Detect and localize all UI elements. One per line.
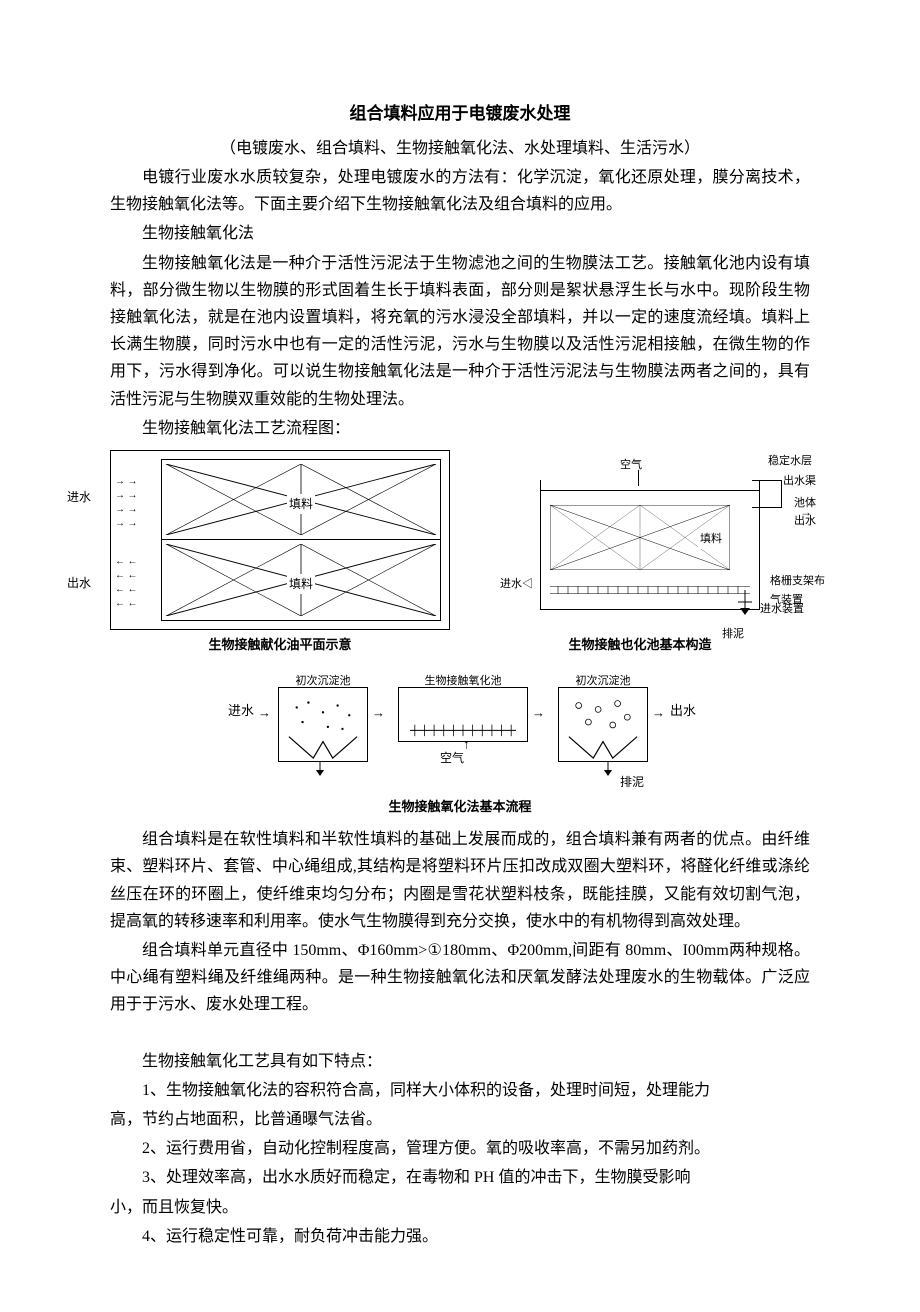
diagram-container: 进水 出水 → → → → → → → → ← ← ← ← ← ← ← ← 填料 [110,450,810,818]
paragraph-method: 生物接触氧化法是一种介于活性污泥法于生物滤池之间的生物膜法工艺。接触氧化池内设有… [110,250,810,413]
paragraph-combo-filler: 组合填料是在软性填料和半软性填料的基础上发展而成的，组合填料兼有两者的优点。由纤… [110,826,810,935]
doc-title: 组合填料应用于电镀废水处理 [110,100,810,129]
d3-sed1: 初次沉淀池 [278,687,368,762]
d2-inlet-label: 进水◁ [500,575,533,594]
diagram-structure: 稳定水层 空气 出水渠 池体 出水 → [470,450,810,656]
arrow-icon: → [258,702,271,724]
d3-bio: 生物接触氧化池 [398,687,528,742]
d2-out-arrow-icon: → [800,502,812,522]
d3-sed2: 初次沉淀池 [558,687,648,762]
paragraph-flowchart-label: 生物接触氧化法工艺流程图： [110,415,810,442]
d2-water-line [540,490,760,491]
arrow-icon: → [532,702,545,724]
d3-inlet: 进水 [228,700,254,722]
paragraph-intro: 电镀行业废水水质较复杂，处理电镀废水的方法有：化学沉淀，氧化还原处理，膜分离技术… [110,164,810,218]
feature-1b: 高，节约占地面积，比普通曝气法省。 [110,1106,810,1133]
feature-3b: 小，而且恢复快。 [110,1194,810,1221]
d2-weir-label: 出水渠 [783,472,816,491]
section-heading-1: 生物接触氧化法 [110,220,810,247]
d3-sed2-title: 初次沉淀池 [559,672,647,691]
d1-caption: 生物接触献化油平面示意 [110,634,450,656]
d2-weir [752,480,782,508]
section-heading-2: 生物接触氧化工艺具有如下特点： [110,1048,810,1075]
d2-drain-label: 排泥 [722,625,744,644]
d3-caption: 生物接触氧化法基本流程 [210,796,710,818]
d1-inlet-label: 进水 [67,487,91,507]
diagram-plan-view: 进水 出水 → → → → → → → → ← ← ← ← ← ← ← ← 填料 [110,450,450,656]
d2-inlet-device: 进水装置 [760,600,804,619]
arrow-icon: → [652,702,665,724]
d3-drain: 排泥 [620,772,644,792]
diagram-flow: 进水 → 初次沉淀池 → 生物接触氧化池 [210,662,710,818]
feature-2: 2、运行费用省，自动化控制程度高，管理方便。氧的吸收率高，不需另加药剂。 [110,1135,810,1162]
feature-1a: 1、生物接触氧化法的容积符合高，同样大小体积的设备，处理时间短，处理能力 [110,1077,810,1104]
paragraph-specs: 组合填料单元直径中 150mm、Φ160mm>①180mm、Φ200mm,间距有… [110,937,810,1019]
arrow-icon: → [372,702,385,724]
d2-stable-layer: 稳定水层 [768,452,812,471]
d2-support-grid [550,576,750,584]
feature-3a: 3、处理效率高，出水水质好而稳定，在毒物和 PH 值的冲击下，生物膜受影响 [110,1164,810,1191]
d3-sed1-title: 初次沉淀池 [279,672,367,691]
doc-subtitle: （电镀废水、组合填料、生物接触氧化法、水处理填料、生活污水） [110,135,810,162]
d2-fill-label: 填料 [698,530,724,549]
d3-bio-title: 生物接触氧化池 [399,672,527,691]
arrow-up-icon: → [453,739,475,752]
d3-outlet: 出水 [670,700,696,722]
d1-outlet-label: 出水 [67,573,91,593]
d2-caption: 生物接触也化池基本构造 [470,634,810,656]
d1-fill-label-top: 填料 [287,494,315,514]
feature-4: 4、运行稳定性可靠，耐负荷冲击能力强。 [110,1223,810,1250]
d1-fill-label-bot: 填料 [287,574,315,594]
d1-arrows: → → → → → → → → ← ← ← ← ← ← ← ← [109,459,159,621]
